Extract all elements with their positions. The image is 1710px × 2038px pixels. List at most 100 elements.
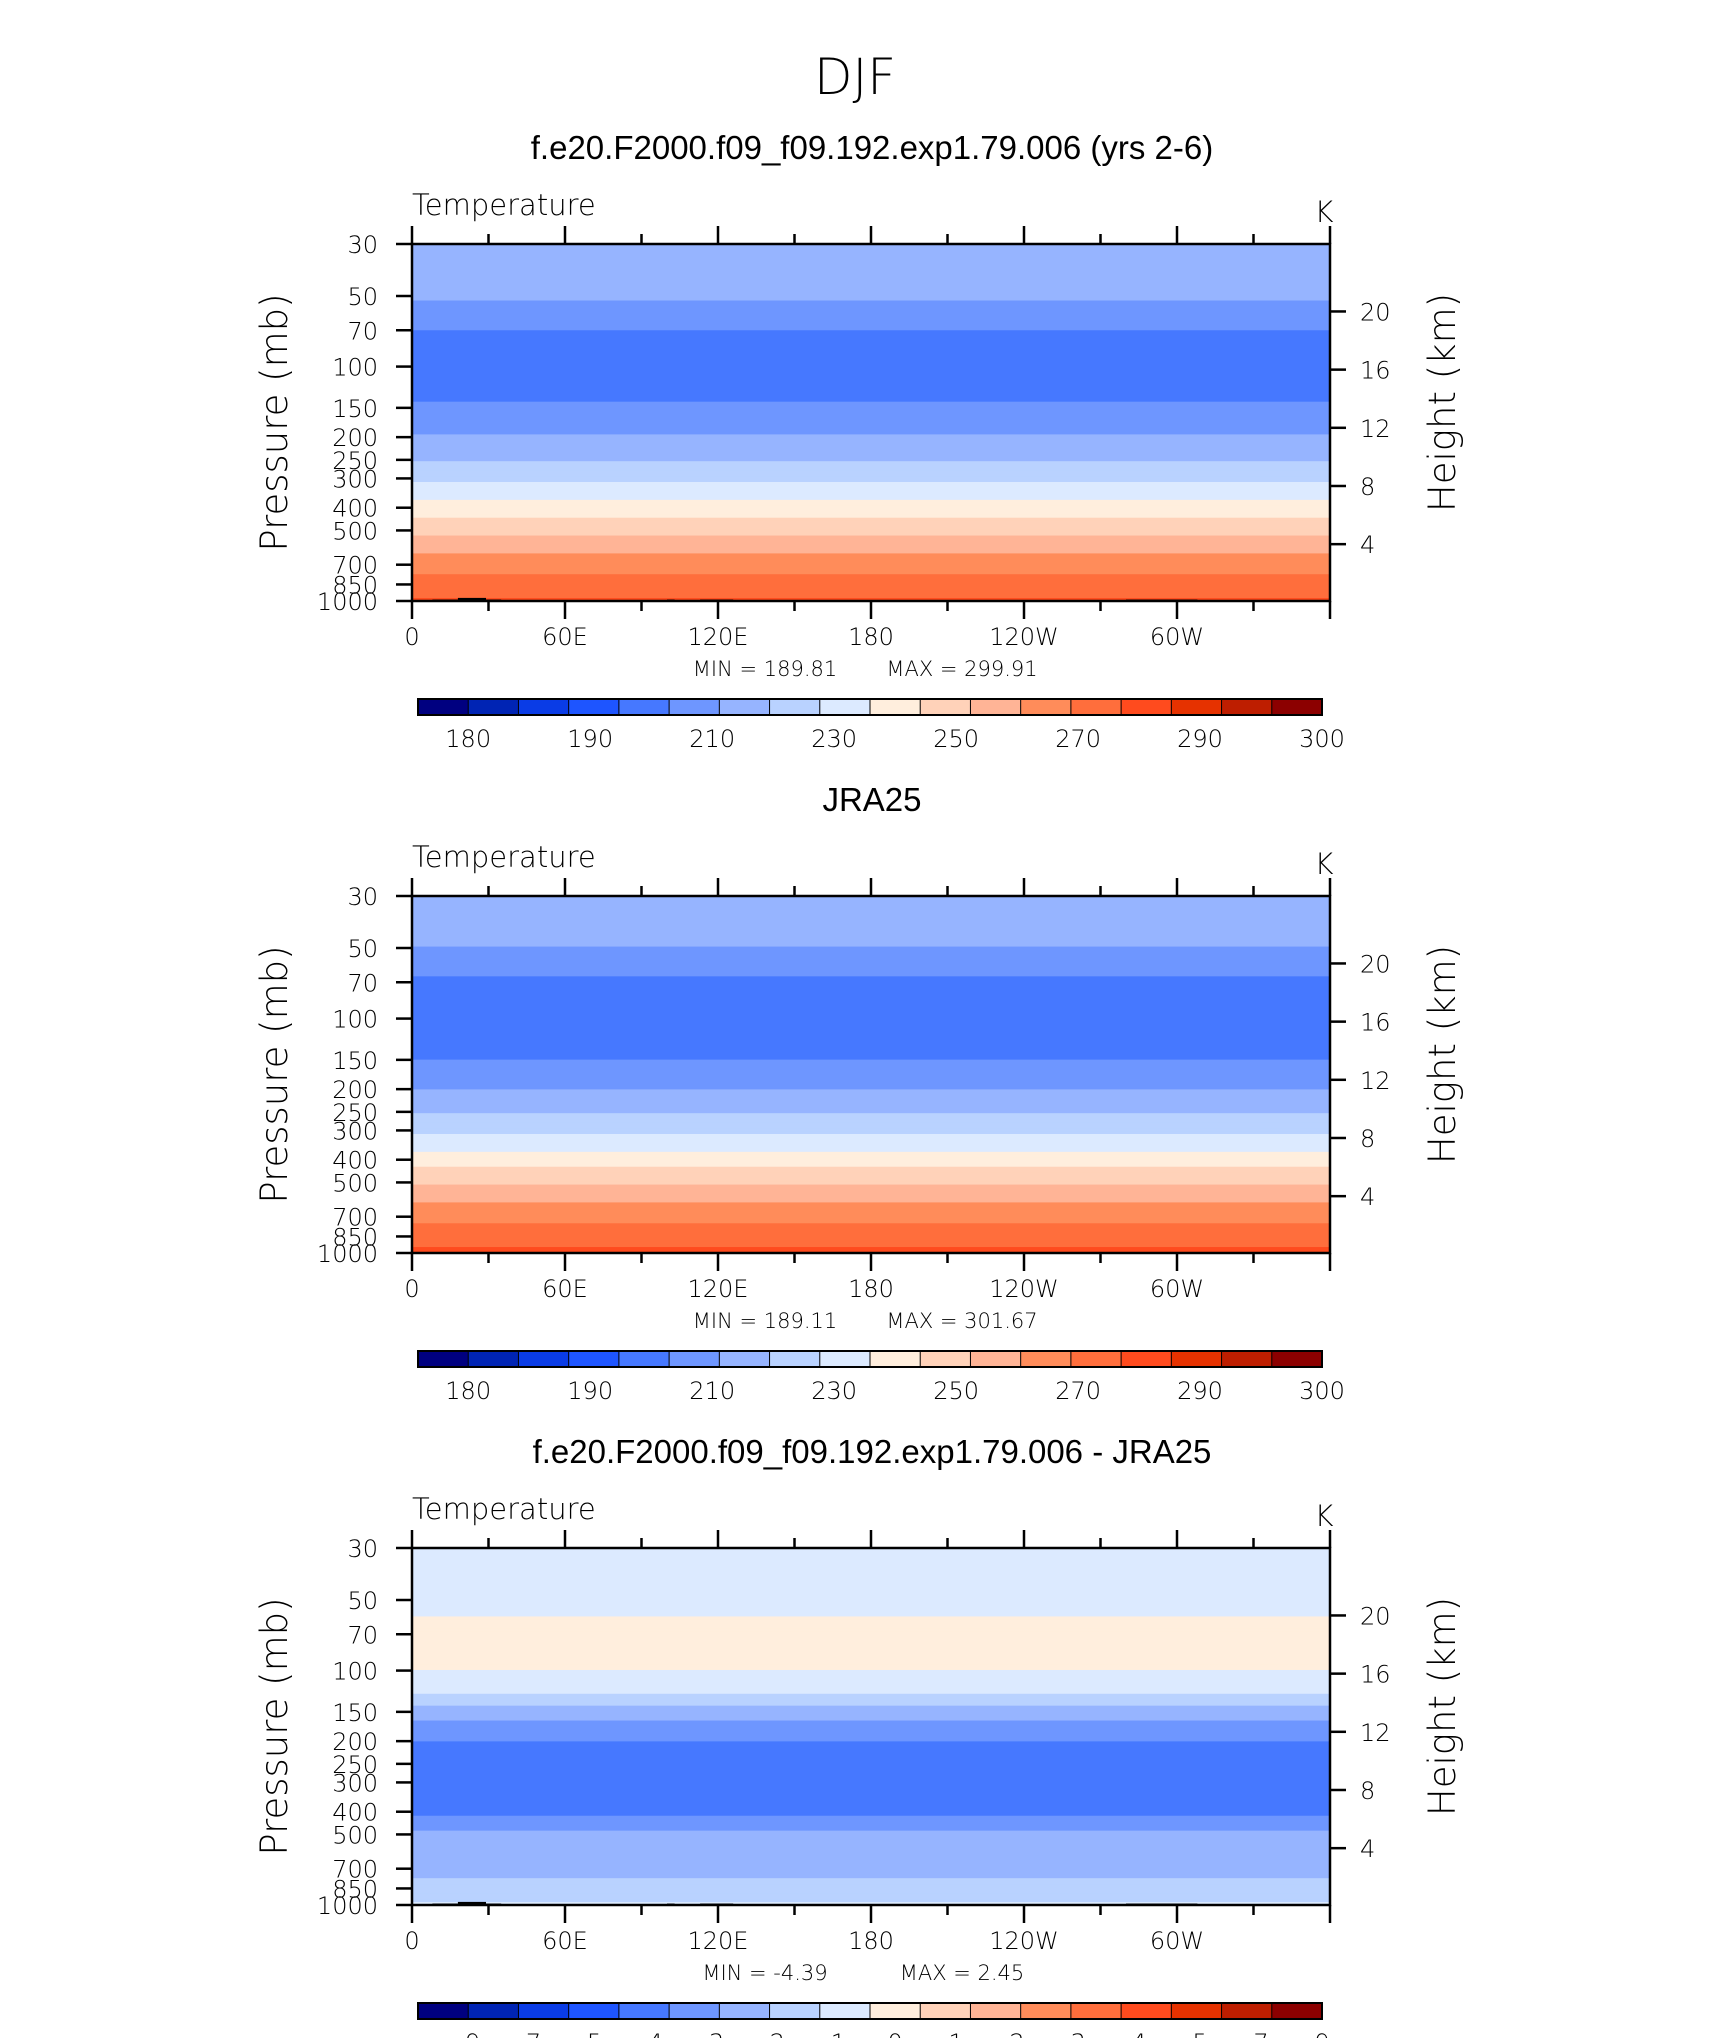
contour-band — [412, 1684, 1330, 1689]
contour-band — [412, 1086, 1330, 1090]
y-tick-label: 30 — [347, 1535, 378, 1563]
colorbar-label: 250 — [933, 725, 979, 753]
topography-bar — [457, 597, 486, 601]
contour-band — [412, 1711, 1330, 1716]
contour-band — [412, 943, 1330, 948]
contour-band — [412, 1777, 1330, 1781]
colorbar-label: 300 — [1299, 1377, 1345, 1405]
x-tick-label: 60E — [542, 1275, 588, 1303]
contour-band — [412, 1131, 1330, 1135]
colorbar-box — [919, 2002, 972, 2020]
contour-band — [412, 547, 1330, 552]
contour-band — [412, 1113, 1330, 1117]
contour-band — [412, 1229, 1330, 1233]
contour-band — [412, 1788, 1330, 1793]
colorbar-box — [869, 2002, 922, 2020]
y-tick-label: 500 — [332, 517, 378, 545]
contour-band — [412, 1053, 1330, 1058]
colorbar-box — [1120, 698, 1173, 716]
contour-band — [412, 1687, 1330, 1692]
contour-band — [412, 1023, 1330, 1028]
contour-band — [412, 449, 1330, 453]
colorbar-box — [668, 2002, 721, 2020]
contour-band — [412, 398, 1330, 403]
panel-left-label: Temperature — [412, 840, 596, 874]
contour-band — [412, 1116, 1330, 1120]
contour-band — [412, 470, 1330, 474]
contour-band — [412, 431, 1330, 436]
contour-band — [412, 1205, 1330, 1209]
contour-band — [412, 1848, 1330, 1853]
contour-band — [412, 499, 1330, 504]
contour-band — [412, 550, 1330, 554]
contour-band — [412, 374, 1330, 379]
colorbar-box — [1170, 1350, 1223, 1368]
contour-band — [412, 1178, 1330, 1183]
contour-band — [412, 1768, 1330, 1772]
contour-band — [412, 297, 1330, 302]
contour-band — [412, 556, 1330, 560]
colorbar-label: -5 — [578, 2029, 602, 2038]
contour-band — [412, 568, 1330, 572]
contour-band — [412, 1732, 1330, 1737]
contour-band — [412, 416, 1330, 421]
y2-tick-label: 20 — [1360, 1602, 1391, 1630]
y-tick-label: 500 — [332, 1169, 378, 1197]
contour-band — [412, 487, 1330, 492]
x-tick-label: 120E — [688, 1927, 749, 1955]
contour-band — [412, 458, 1330, 462]
contour-band — [412, 377, 1330, 382]
contour-band — [412, 595, 1330, 599]
contour-band — [412, 985, 1330, 989]
contour-bands — [412, 244, 1330, 602]
contour-band — [412, 446, 1330, 450]
contour-band — [412, 1128, 1330, 1132]
contour-band — [412, 419, 1330, 424]
colorbar-box — [517, 2002, 570, 2020]
colorbar-box — [969, 698, 1022, 716]
contour-band — [412, 1193, 1330, 1198]
colorbar-label: 250 — [933, 1377, 979, 1405]
x-axis: 0 60E 120E 180 120W 60W — [404, 1530, 1332, 1955]
contour-band — [412, 1845, 1330, 1850]
contour-band — [412, 455, 1330, 459]
panel-title: JRA25 — [822, 781, 921, 818]
y2-tick-label: 4 — [1360, 1183, 1375, 1211]
colorbar-box — [718, 1350, 771, 1368]
contour-band — [412, 532, 1330, 537]
contour-band — [412, 1169, 1330, 1174]
colorbar-box — [769, 1350, 821, 1368]
contour-band — [412, 1607, 1330, 1612]
contour-band — [412, 505, 1330, 510]
colorbar-box — [1070, 698, 1123, 716]
contour-band — [412, 1009, 1330, 1013]
x-tick-label: 60E — [542, 1927, 588, 1955]
contour-band — [412, 1199, 1330, 1204]
contour-band — [412, 1899, 1330, 1903]
contour-band — [412, 1878, 1330, 1882]
contour-band — [412, 1696, 1330, 1701]
colorbar: 180 190 210 230 250 270 290 300 — [417, 698, 1345, 753]
colorbar-box — [618, 2002, 671, 2020]
contour-band — [412, 1720, 1330, 1725]
contour-band — [412, 1872, 1330, 1876]
y-tick-label: 250 — [332, 447, 378, 475]
contour-band — [412, 970, 1330, 974]
colorbar-box — [919, 1350, 972, 1368]
y-tick-label: 150 — [332, 395, 378, 423]
contour-band — [412, 1851, 1330, 1856]
contour-band — [412, 479, 1330, 483]
contour-band — [412, 544, 1330, 549]
contour-band — [412, 1884, 1330, 1888]
colorbar-label: 7 — [1253, 2029, 1268, 2038]
contour-band — [412, 1071, 1330, 1076]
contour-band — [412, 315, 1330, 319]
colorbar-label: -4 — [639, 2029, 663, 2038]
contour-band — [412, 1640, 1330, 1644]
contour-band — [412, 973, 1330, 977]
x-axis: 0 60E 120E 180 120W 60W — [404, 226, 1332, 651]
contour-band — [412, 258, 1330, 263]
colorbar-box — [517, 698, 570, 716]
y-tick-label: 100 — [332, 1006, 378, 1034]
